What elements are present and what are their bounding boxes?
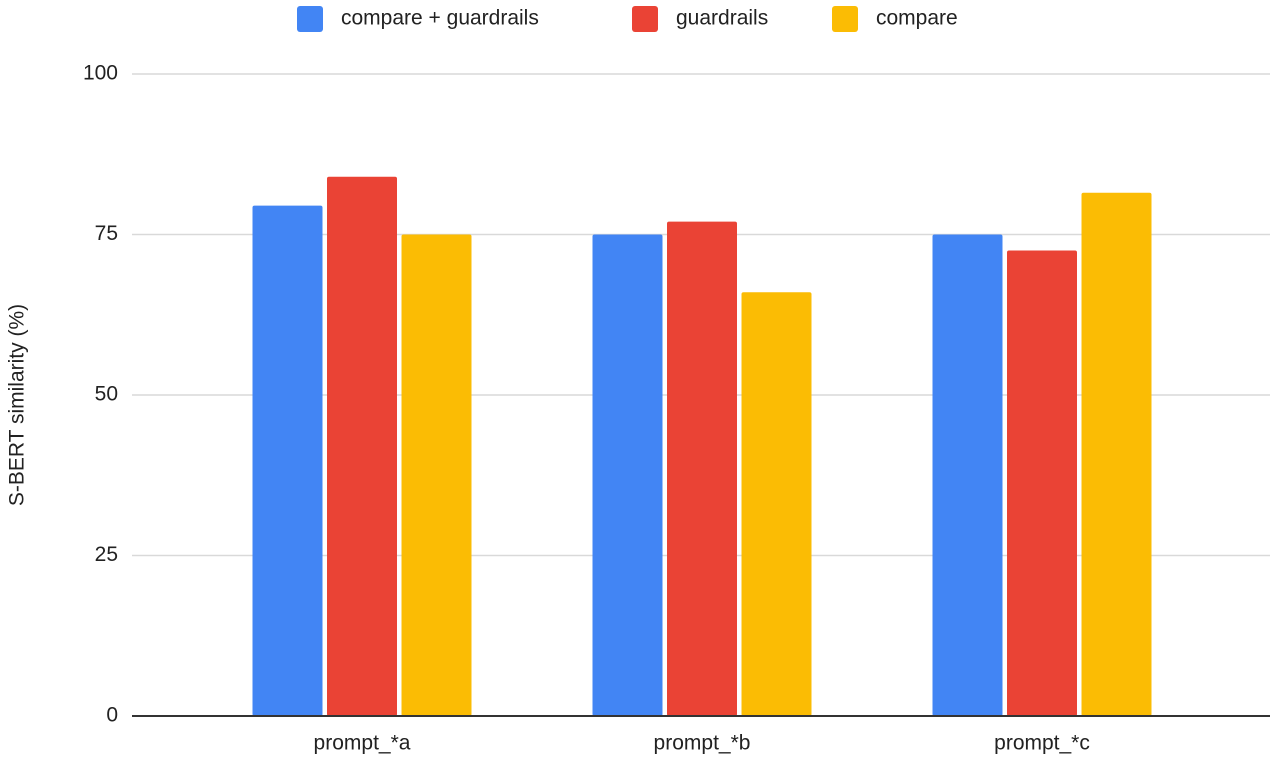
- legend-swatch: [632, 6, 658, 32]
- bar: [741, 292, 812, 716]
- y-tick-label: 75: [95, 222, 118, 245]
- bar: [1007, 250, 1077, 717]
- x-tick-label: prompt_*b: [654, 732, 751, 755]
- bar: [252, 205, 323, 717]
- bar: [1081, 192, 1152, 716]
- legend-swatch: [832, 6, 858, 32]
- y-tick-label: 0: [106, 704, 118, 727]
- bar: [592, 234, 663, 716]
- bar: [932, 234, 1003, 716]
- y-axis-label: S-BERT similarity (%): [6, 304, 29, 506]
- bar: [667, 221, 737, 716]
- y-tick-label: 25: [95, 543, 118, 566]
- legend-label: compare: [876, 7, 958, 30]
- x-tick-label: prompt_*c: [994, 732, 1090, 755]
- legend-swatch: [297, 6, 323, 32]
- bar: [327, 176, 397, 717]
- y-tick-label: 50: [95, 383, 118, 406]
- y-tick-label: 100: [83, 62, 118, 85]
- legend-label: guardrails: [676, 7, 768, 30]
- legend-label: compare + guardrails: [341, 7, 539, 30]
- x-tick-label: prompt_*a: [314, 732, 411, 755]
- bar: [401, 234, 472, 716]
